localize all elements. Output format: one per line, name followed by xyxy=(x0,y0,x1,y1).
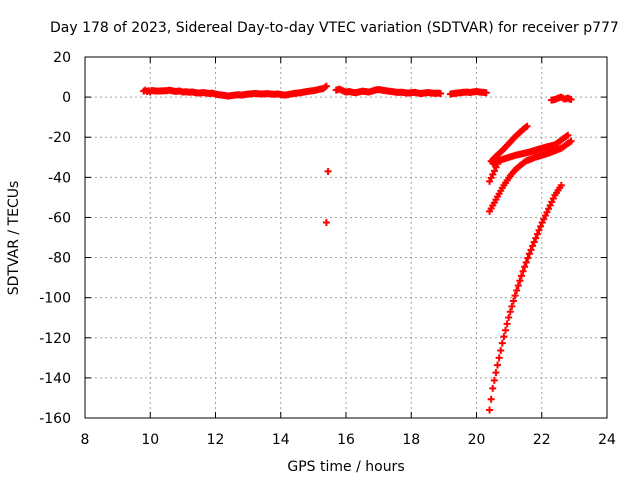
plot-frame xyxy=(84,56,608,419)
data-point xyxy=(530,238,538,246)
data-point xyxy=(487,395,495,403)
data-point xyxy=(527,246,535,254)
y-tick-label: -60 xyxy=(48,210,71,226)
y-tick-label: -40 xyxy=(48,170,71,186)
data-point xyxy=(506,308,514,316)
x-tick-label: 24 xyxy=(598,432,616,448)
y-tick-label: 0 xyxy=(62,90,71,106)
data-point xyxy=(498,339,506,347)
data-point xyxy=(567,96,575,104)
data-point xyxy=(514,282,522,290)
data-point xyxy=(505,313,513,321)
data-point xyxy=(486,177,494,185)
data-point xyxy=(508,302,516,310)
data-point xyxy=(532,234,540,242)
data-point xyxy=(521,263,529,271)
data-point xyxy=(489,170,497,178)
tick-labels: 8 10 12 14 16 18 20 22 24 20 0 -20 -40 -60 -80 -100 -120… xyxy=(39,50,616,448)
grid xyxy=(84,56,608,419)
data-point xyxy=(511,292,519,300)
y-tick-label: -80 xyxy=(48,251,71,267)
x-tick-label: 14 xyxy=(272,432,290,448)
data-point xyxy=(535,226,543,234)
data-point xyxy=(564,131,572,139)
y-tick-label: -20 xyxy=(48,130,71,146)
x-tick-label: 20 xyxy=(468,432,486,448)
x-tick-label: 22 xyxy=(533,432,551,448)
data-point xyxy=(437,90,445,98)
data-point xyxy=(522,258,530,266)
data-point xyxy=(489,384,497,392)
x-tick-label: 18 xyxy=(402,432,420,448)
data-point xyxy=(516,277,524,285)
data-point xyxy=(322,82,330,90)
data-points xyxy=(140,82,575,414)
y-tick-label: -100 xyxy=(39,291,71,307)
data-point xyxy=(324,167,332,175)
data-point xyxy=(524,254,532,262)
data-point xyxy=(523,122,531,130)
data-point xyxy=(492,369,500,377)
x-tick-label: 16 xyxy=(337,432,355,448)
data-point xyxy=(497,346,505,354)
data-point xyxy=(557,181,565,189)
y-tick-label: -120 xyxy=(39,331,71,347)
y-axis-label: SDTVAR / TECUs xyxy=(6,181,22,296)
data-point xyxy=(322,218,330,226)
data-point xyxy=(533,230,541,238)
x-tick-label: 12 xyxy=(207,432,225,448)
x-tick-label: 10 xyxy=(141,432,159,448)
data-point xyxy=(503,320,511,328)
y-tick-label: -160 xyxy=(39,411,71,427)
data-point xyxy=(537,222,545,230)
data-point xyxy=(487,174,495,182)
data-point xyxy=(500,333,508,341)
x-axis-label: GPS time / hours xyxy=(287,459,404,475)
data-point xyxy=(519,267,527,275)
chart-title: Day 178 of 2023, Sidereal Day-to-day VTE… xyxy=(50,20,619,36)
data-point xyxy=(482,89,490,97)
data-point xyxy=(529,242,537,250)
data-point xyxy=(513,287,521,295)
data-point xyxy=(490,376,498,384)
x-tick-label: 8 xyxy=(81,432,90,448)
data-point xyxy=(509,297,517,305)
data-point xyxy=(517,272,525,280)
data-point xyxy=(490,167,498,175)
data-point xyxy=(495,354,503,362)
data-point xyxy=(567,137,575,145)
y-tick-label: -140 xyxy=(39,371,71,387)
data-point xyxy=(525,250,533,258)
y-tick-label: 20 xyxy=(53,50,71,66)
data-point xyxy=(494,361,502,369)
data-point xyxy=(486,406,494,414)
data-point xyxy=(502,326,509,334)
